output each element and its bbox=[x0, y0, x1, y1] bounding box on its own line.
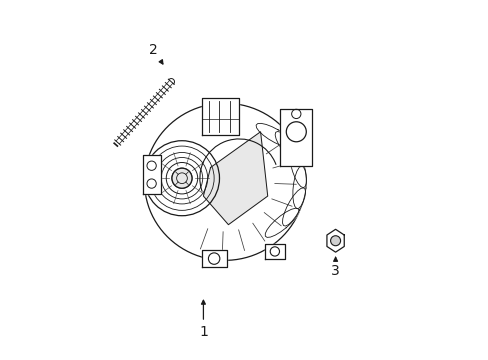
Text: 3: 3 bbox=[330, 257, 339, 278]
Circle shape bbox=[172, 168, 192, 188]
Polygon shape bbox=[265, 208, 298, 237]
Circle shape bbox=[147, 161, 156, 170]
Polygon shape bbox=[275, 131, 303, 166]
Text: 2: 2 bbox=[149, 42, 163, 64]
Circle shape bbox=[330, 236, 340, 246]
Circle shape bbox=[285, 122, 305, 142]
Text: 1: 1 bbox=[199, 300, 207, 339]
Polygon shape bbox=[282, 188, 305, 226]
Polygon shape bbox=[256, 123, 293, 148]
Polygon shape bbox=[264, 244, 284, 259]
Polygon shape bbox=[144, 103, 305, 260]
Polygon shape bbox=[203, 132, 267, 225]
Polygon shape bbox=[292, 166, 306, 208]
Polygon shape bbox=[280, 109, 312, 166]
Polygon shape bbox=[201, 250, 226, 267]
Polygon shape bbox=[201, 98, 239, 135]
Polygon shape bbox=[289, 147, 306, 188]
Circle shape bbox=[208, 253, 220, 264]
Polygon shape bbox=[142, 155, 160, 194]
Circle shape bbox=[147, 179, 156, 188]
Circle shape bbox=[270, 247, 279, 256]
Polygon shape bbox=[326, 229, 344, 252]
